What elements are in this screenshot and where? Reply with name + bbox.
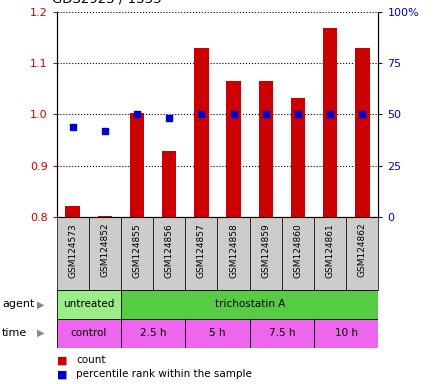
Bar bbox=[313, 217, 345, 290]
Bar bbox=[354, 48, 369, 217]
Bar bbox=[89, 217, 121, 290]
Bar bbox=[345, 217, 378, 290]
Bar bbox=[322, 28, 337, 217]
Bar bbox=[290, 98, 305, 217]
Text: GSM124852: GSM124852 bbox=[100, 223, 109, 277]
Bar bbox=[56, 319, 121, 348]
Text: 7.5 h: 7.5 h bbox=[268, 328, 294, 338]
Bar bbox=[185, 217, 217, 290]
Bar bbox=[313, 319, 378, 348]
Point bbox=[133, 111, 140, 118]
Text: agent: agent bbox=[2, 299, 34, 310]
Text: GSM124858: GSM124858 bbox=[229, 223, 237, 278]
Bar bbox=[249, 319, 313, 348]
Point bbox=[358, 111, 365, 118]
Bar bbox=[185, 319, 249, 348]
Point bbox=[101, 127, 108, 134]
Point bbox=[326, 111, 333, 118]
Text: ▶: ▶ bbox=[37, 299, 44, 310]
Bar bbox=[258, 81, 273, 217]
Text: ■: ■ bbox=[56, 355, 67, 365]
Text: percentile rank within the sample: percentile rank within the sample bbox=[76, 369, 251, 379]
Point bbox=[294, 111, 301, 118]
Text: GSM124857: GSM124857 bbox=[197, 223, 205, 278]
Text: GSM124859: GSM124859 bbox=[261, 223, 270, 278]
Point bbox=[262, 111, 269, 118]
Text: trichostatin A: trichostatin A bbox=[214, 299, 284, 310]
Bar bbox=[217, 217, 249, 290]
Bar bbox=[161, 151, 176, 217]
Text: GSM124573: GSM124573 bbox=[68, 223, 77, 278]
Text: GSM124856: GSM124856 bbox=[164, 223, 173, 278]
Bar bbox=[97, 216, 112, 217]
Bar bbox=[281, 217, 313, 290]
Bar bbox=[226, 81, 240, 217]
Point bbox=[230, 111, 237, 118]
Point bbox=[197, 111, 204, 118]
Bar bbox=[194, 48, 208, 217]
Bar bbox=[121, 217, 153, 290]
Bar bbox=[65, 206, 80, 217]
Text: 2.5 h: 2.5 h bbox=[140, 328, 166, 338]
Point bbox=[165, 115, 172, 121]
Bar bbox=[56, 290, 121, 319]
Bar bbox=[121, 319, 185, 348]
Text: ▶: ▶ bbox=[37, 328, 44, 338]
Text: untreated: untreated bbox=[63, 299, 114, 310]
Bar bbox=[56, 217, 89, 290]
Text: GSM124861: GSM124861 bbox=[325, 223, 334, 278]
Text: GDS2923 / 1355: GDS2923 / 1355 bbox=[52, 0, 161, 6]
Bar bbox=[249, 217, 281, 290]
Text: GSM124862: GSM124862 bbox=[357, 223, 366, 277]
Text: control: control bbox=[70, 328, 107, 338]
Text: 5 h: 5 h bbox=[209, 328, 225, 338]
Bar bbox=[121, 290, 378, 319]
Text: 10 h: 10 h bbox=[334, 328, 357, 338]
Text: time: time bbox=[2, 328, 27, 338]
Text: GSM124855: GSM124855 bbox=[132, 223, 141, 278]
Bar bbox=[129, 113, 144, 217]
Point bbox=[69, 124, 76, 130]
Text: GSM124860: GSM124860 bbox=[293, 223, 302, 278]
Bar bbox=[153, 217, 185, 290]
Text: count: count bbox=[76, 355, 105, 365]
Text: ■: ■ bbox=[56, 369, 67, 379]
